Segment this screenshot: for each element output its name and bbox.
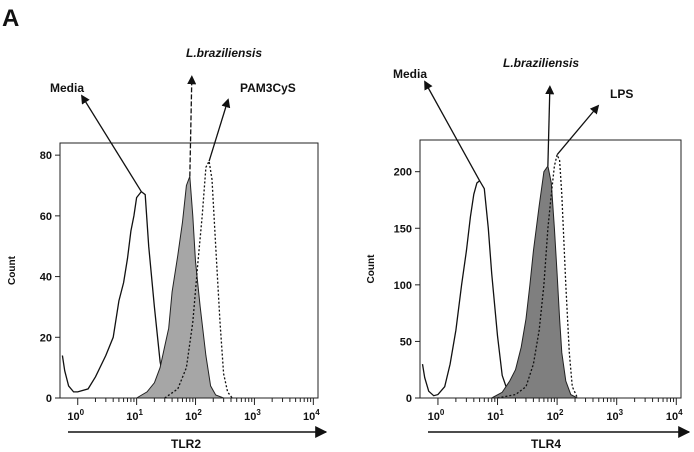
annotation-label: Media (393, 67, 427, 81)
annotation-label: Media (50, 81, 84, 95)
annotation-arrow (545, 85, 555, 167)
x-tick-label: 102 (185, 408, 202, 423)
y-tick-label: 50 (400, 336, 412, 348)
y-tick-label: 20 (40, 332, 52, 344)
y-tick-label: 60 (40, 211, 52, 223)
x-axis-label: TLR4 (531, 437, 561, 451)
y-tick-label: 150 (394, 223, 412, 235)
y-tick-label: 0 (406, 393, 412, 405)
x-tick-label: 104 (303, 408, 320, 423)
series-lps-line (497, 152, 579, 399)
annotation-arrow (424, 80, 481, 182)
series-media-line (421, 179, 527, 399)
x-tick-label: 103 (244, 408, 261, 423)
annotation-arrow (556, 104, 600, 156)
annotation-arrow (81, 94, 142, 192)
y-tick-label: 40 (40, 272, 52, 284)
annotation-arrow (187, 75, 197, 177)
tlr2-histogram: 0 20 40 60 80 100 101 102 103 104 Count TLR2 Media L.… (7, 46, 328, 451)
series-media-line (61, 190, 183, 399)
x-axis-label: TLR2 (171, 437, 201, 451)
y-tick-label: 200 (394, 167, 412, 179)
series-l-braziliensis-area (134, 176, 224, 399)
panel-label: A (2, 5, 19, 32)
x-tick-label: 103 (606, 408, 623, 423)
x-tick-label: 101 (126, 408, 143, 423)
annotation-arrow (208, 98, 231, 162)
x-tick-label: 100 (428, 408, 445, 423)
x-tick-label: 104 (666, 408, 683, 423)
tlr4-histogram: 0 50 100 150 200 100 101 102 103 104 Count TLR4 Medi… (366, 56, 691, 451)
annotation-label: LPS (610, 87, 633, 101)
y-axis-label: Count (7, 255, 18, 285)
annotation-label: PAM3CyS (240, 81, 296, 95)
series-l-braziliensis-area (491, 164, 578, 399)
x-tick-label: 101 (487, 408, 504, 423)
y-tick-label: 80 (40, 150, 52, 162)
x-tick-label: 100 (67, 408, 84, 423)
annotation-label: L.braziliensis (186, 46, 262, 60)
y-tick-label: 0 (46, 393, 52, 405)
x-tick-label: 102 (547, 408, 564, 423)
annotation-label: L.braziliensis (503, 56, 579, 70)
y-tick-label: 100 (394, 280, 412, 292)
y-axis-label: Count (366, 254, 377, 284)
